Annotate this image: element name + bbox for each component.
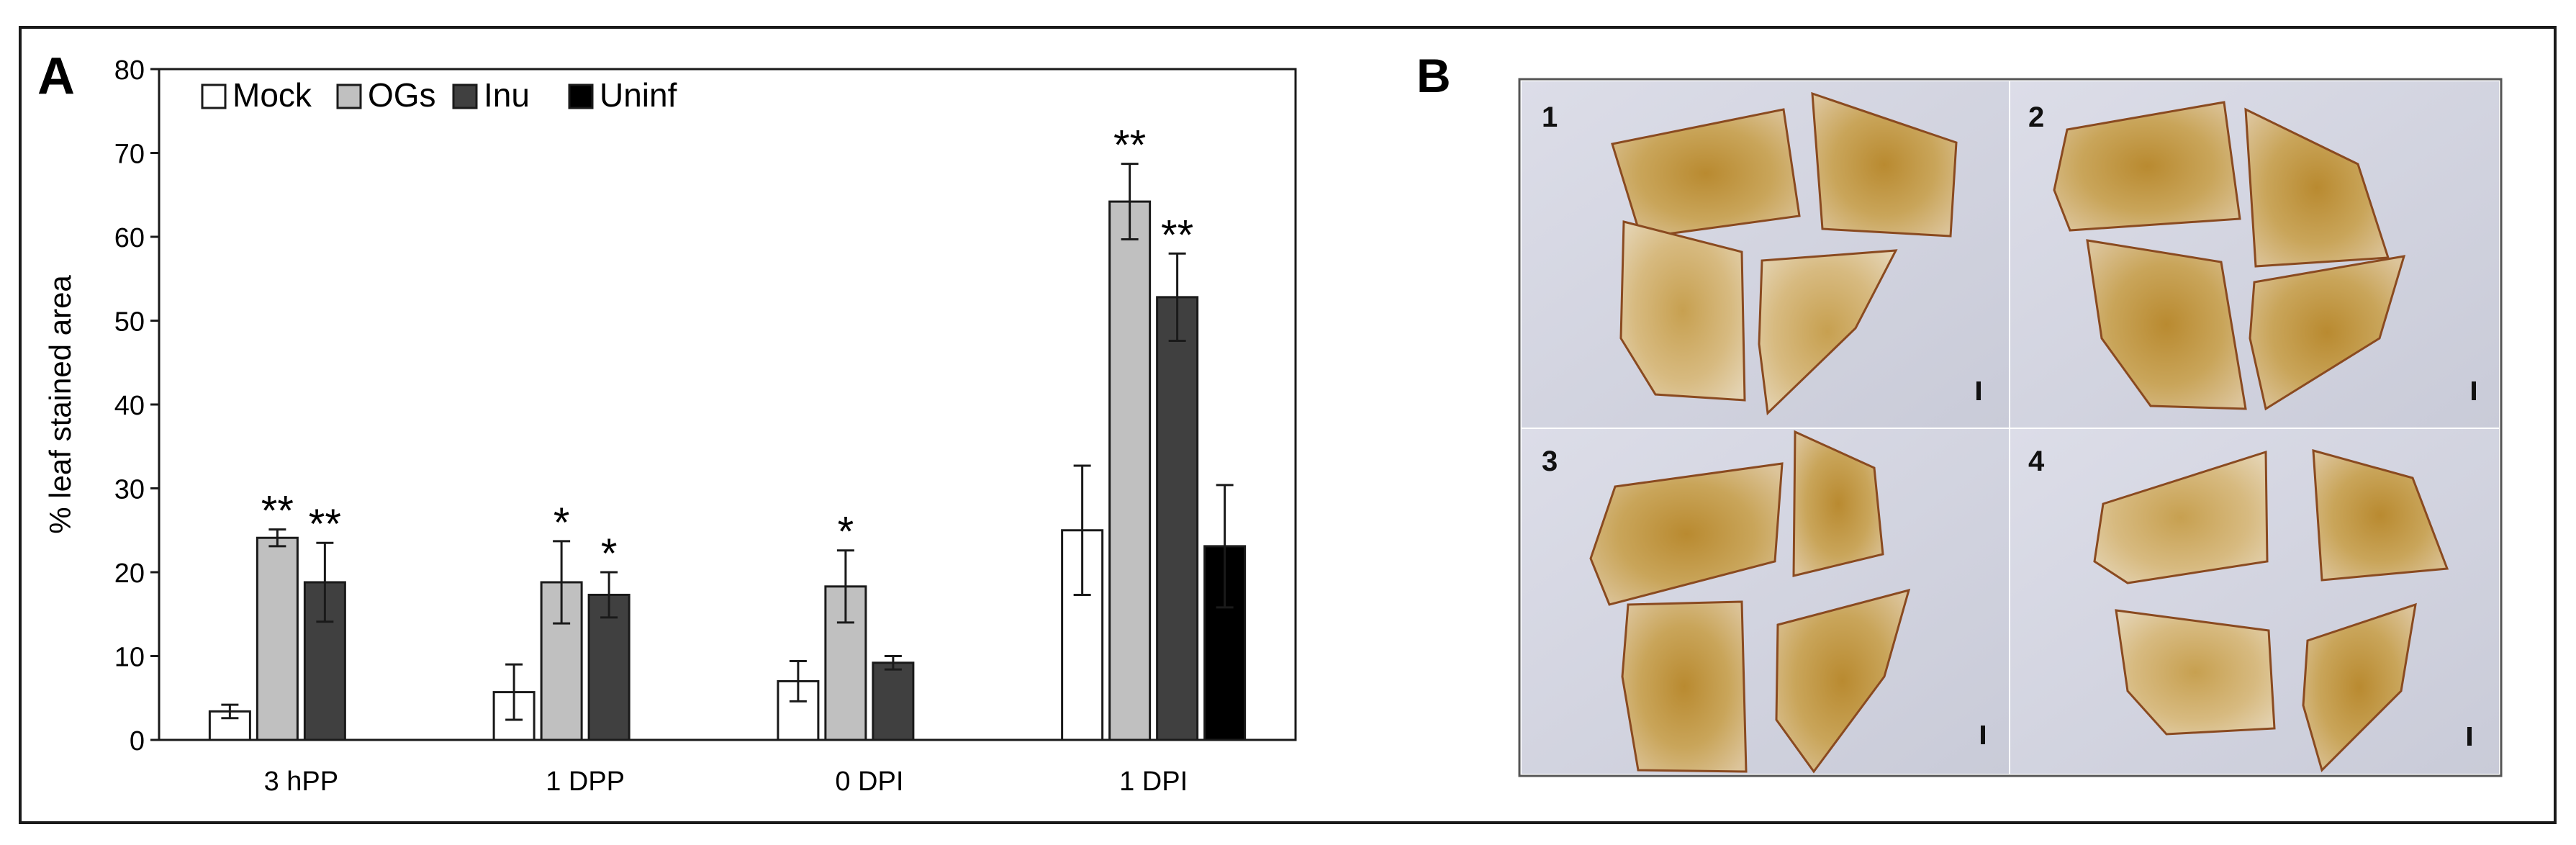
photo-2-leaf-piece <box>2053 101 2241 232</box>
significance-marker: ** <box>309 501 341 548</box>
photo-4: 4 <box>2010 429 2499 774</box>
photo-3-scale-bar <box>1981 726 1985 744</box>
legend-label-ogs: OGs <box>368 76 436 114</box>
photo-1-scale-bar <box>1976 381 1981 400</box>
y-tick-label: 0 <box>130 726 145 756</box>
photo-2-scale-bar <box>2472 381 2476 400</box>
x-tick-label: 0 DPI <box>835 767 903 797</box>
bar-ogs <box>256 536 299 741</box>
bars <box>208 200 1247 741</box>
photo-1: 1 <box>1522 81 2009 428</box>
legend-swatch-mock <box>201 83 227 109</box>
significance-marker: * <box>601 530 618 577</box>
y-tick-label: 10 <box>114 643 145 673</box>
error-bars <box>221 163 1234 721</box>
photo-1-label: 1 <box>1542 101 1558 133</box>
photo-4-leaf-piece <box>2302 602 2417 772</box>
y-axis: 0 10 20 30 40 50 60 70 80 <box>114 55 159 756</box>
photo-3-leaf-piece <box>1589 462 1784 606</box>
bar-inu <box>1156 296 1199 741</box>
photo-2-label: 2 <box>2028 101 2044 133</box>
photo-2: 2 <box>2010 81 2499 428</box>
significance-marker: ** <box>261 488 294 535</box>
photo-4-label: 4 <box>2028 446 2045 477</box>
bar-inu <box>587 593 631 741</box>
legend-label-inu: Inu <box>484 76 530 114</box>
photo-panel: 1 2 3 4 <box>1518 78 2503 777</box>
photo-1-leaf-piece <box>1811 91 1958 238</box>
photo-1-leaf-piece <box>1619 220 1746 402</box>
photo-4-leaf-piece <box>2093 450 2269 584</box>
photo-1-leaf-piece <box>1611 108 1801 239</box>
bar-chart: % leaf stained area 0 10 20 30 40 50 60 70 80 3 … <box>43 55 1297 797</box>
x-tick-label: 1 DPP <box>546 767 625 797</box>
photo-4-scale-bar <box>2467 727 2472 746</box>
photo-3: 3 <box>1522 429 2009 774</box>
panel-b-label: B <box>1416 49 1451 102</box>
photo-3-leaf-piece <box>1621 600 1748 773</box>
y-tick-label: 60 <box>114 223 145 253</box>
y-tick-label: 30 <box>114 475 145 505</box>
significance-marker: ** <box>1161 212 1193 258</box>
photo-1-leaf-piece <box>1758 249 1898 416</box>
significance-marker: ** <box>1113 122 1146 169</box>
y-axis-label: % leaf stained area <box>43 275 77 534</box>
photo-3-leaf-piece <box>1775 588 1911 774</box>
y-tick-label: 80 <box>114 55 145 86</box>
y-tick-label: 50 <box>114 307 145 338</box>
significance-marker: * <box>838 509 854 556</box>
photo-2-leaf-piece <box>2249 255 2406 411</box>
legend-swatch-ogs <box>336 83 362 109</box>
legend-label-mock: Mock <box>232 76 312 114</box>
y-tick-label: 70 <box>114 140 145 170</box>
legend-swatch-inu <box>452 83 478 109</box>
significance-marker: * <box>553 500 570 546</box>
y-tick-label: 20 <box>114 559 145 589</box>
photo-3-label: 3 <box>1542 446 1558 477</box>
photo-2-leaf-piece <box>2244 107 2390 268</box>
x-tick-label: 1 DPI <box>1119 767 1188 797</box>
bar-ogs <box>1108 200 1152 741</box>
photo-3-leaf-piece <box>1792 430 1884 577</box>
photo-4-leaf-piece <box>2115 609 2276 736</box>
bar-inu <box>872 661 915 741</box>
legend-label-uninf: Uninf <box>600 76 677 114</box>
legend-swatch-uninf <box>568 83 594 109</box>
significance-markers: ** ** ** ***** <box>261 122 1193 577</box>
x-axis: 3 hPP 1 DPP 0 DPI 1 DPI <box>264 767 1188 797</box>
legend: Mock OGs Inu Uninf <box>201 76 677 114</box>
photo-4-leaf-piece <box>2312 448 2449 582</box>
x-tick-label: 3 hPP <box>264 767 339 797</box>
panel-a-label: A <box>37 48 75 105</box>
photo-2-leaf-piece <box>2086 239 2247 410</box>
y-tick-label: 40 <box>114 391 145 421</box>
